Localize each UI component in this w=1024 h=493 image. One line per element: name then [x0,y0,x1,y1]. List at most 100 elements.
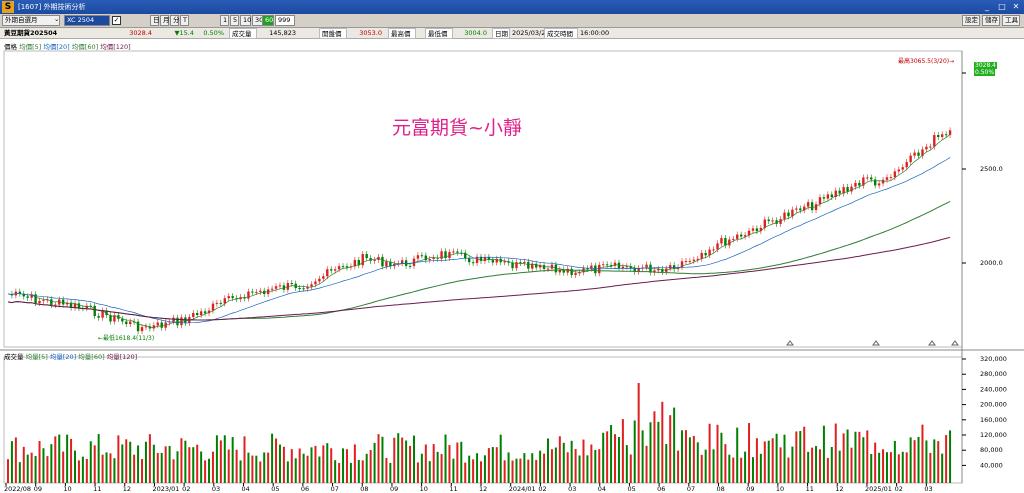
candle-body [18,291,22,294]
tools-button[interactable]: 工具 [1002,15,1020,26]
volume-bar [298,448,301,483]
volume-bar [393,437,396,483]
volume-bar [365,453,368,483]
candle-body [456,251,459,253]
volume-bar [18,462,21,483]
volume-bar [156,452,159,483]
volume-bar [842,433,845,483]
volume-bar [208,458,211,483]
y-axis-label: 240,000 [980,385,1007,393]
x-axis-label: 2024/01 [509,485,536,493]
volume-bar [633,420,636,483]
candle-body [322,276,325,279]
period-day-button[interactable]: 日 [150,15,160,26]
candle-body [712,249,715,251]
volume-bar [389,462,392,483]
candle-body [109,315,112,322]
chart-area[interactable]: 2500.02000.00320,000280,000240,000200,00… [0,39,1024,493]
chevron-down-icon[interactable]: ⌄ [54,15,60,23]
interval-60-button[interactable]: 60 [262,15,274,26]
low-value: 3004.0 [464,29,487,37]
close-icon[interactable]: ✕ [1012,2,1020,11]
volume-bar [460,441,463,483]
candle-body [901,167,904,170]
candle-body [889,177,893,179]
volume-bar [306,455,309,483]
candle-body [921,149,924,156]
volume-bar [81,456,84,483]
volume-bar [259,461,262,483]
candle-body [101,310,104,318]
x-axis-label: 07 [331,485,339,493]
candle-body [870,177,873,180]
candle-body [633,267,636,272]
save-button[interactable]: 儲存 [982,15,1000,26]
x-axis-label: 09 [34,485,42,493]
volume-bar [188,447,191,483]
candle-body [251,291,254,293]
volume-bar [141,459,144,483]
period-tick-button[interactable]: T [180,15,189,26]
period-month-button[interactable]: 月 [160,15,170,26]
candle-body [160,322,163,328]
volume-bar [606,431,609,483]
settings-button[interactable]: 設定 [962,15,980,26]
candle-body [747,230,751,236]
candle-body [199,311,203,316]
candle-body [885,177,889,180]
product-select[interactable]: 外期自選月 [2,15,60,26]
volume-bar [574,449,577,483]
volume-bar [345,449,348,483]
volume-bar [357,460,360,483]
candle-body [180,317,183,326]
x-axis-label: 02 [182,485,190,493]
candle-body [259,290,262,292]
volume-bar [448,445,451,483]
count-input[interactable]: 999 [275,15,295,26]
candle-body [771,220,774,222]
candle-body [834,190,837,198]
volume-bar [30,452,33,483]
x-axis-label: 2025/01 [865,485,892,493]
x-axis-label: 09 [746,485,754,493]
candle-body [625,266,629,268]
volume-bar [495,447,498,483]
volume-bar [243,436,246,483]
volume-bar [58,434,61,483]
period-minute-button[interactable]: 分 [170,15,180,26]
volume-bar [590,444,593,483]
candle-body [562,269,565,273]
candle-body [913,152,916,156]
candle-body [61,299,65,305]
candle-body [132,321,136,323]
contract-select[interactable]: XC 2504 [64,15,110,26]
volume-bar [468,455,471,483]
volume-bar [562,442,565,483]
candle-body [176,317,179,326]
volume-bar [444,434,447,483]
candle-body [452,251,455,253]
candle-body [385,261,388,267]
volume-bar [54,436,57,483]
x-axis-label: 12 [479,485,487,493]
interval-1-button[interactable]: 1 [220,15,229,26]
candle-body [274,286,278,289]
interval-5-button[interactable]: 5 [230,15,239,26]
volume-bar [50,444,53,483]
volume-bar [625,445,628,483]
check-icon[interactable]: ✓ [112,16,121,25]
volume-bar [669,415,672,483]
event-marker-icon [786,340,794,346]
open-label: 開盤價 [319,28,347,39]
interval-10-button[interactable]: 10 [240,15,251,26]
candle-body [787,212,790,217]
x-axis-label: 05 [627,485,635,493]
volume-bar [180,438,183,483]
candle-body [743,235,747,237]
candle-body [499,258,502,263]
volume-bar [889,452,892,483]
candle-body [791,209,794,217]
minimize-icon[interactable]: _ [985,2,989,11]
maximize-icon[interactable]: □ [998,2,1006,11]
chart-canvas[interactable]: 2500.02000.00320,000280,000240,000200,00… [0,39,1024,493]
